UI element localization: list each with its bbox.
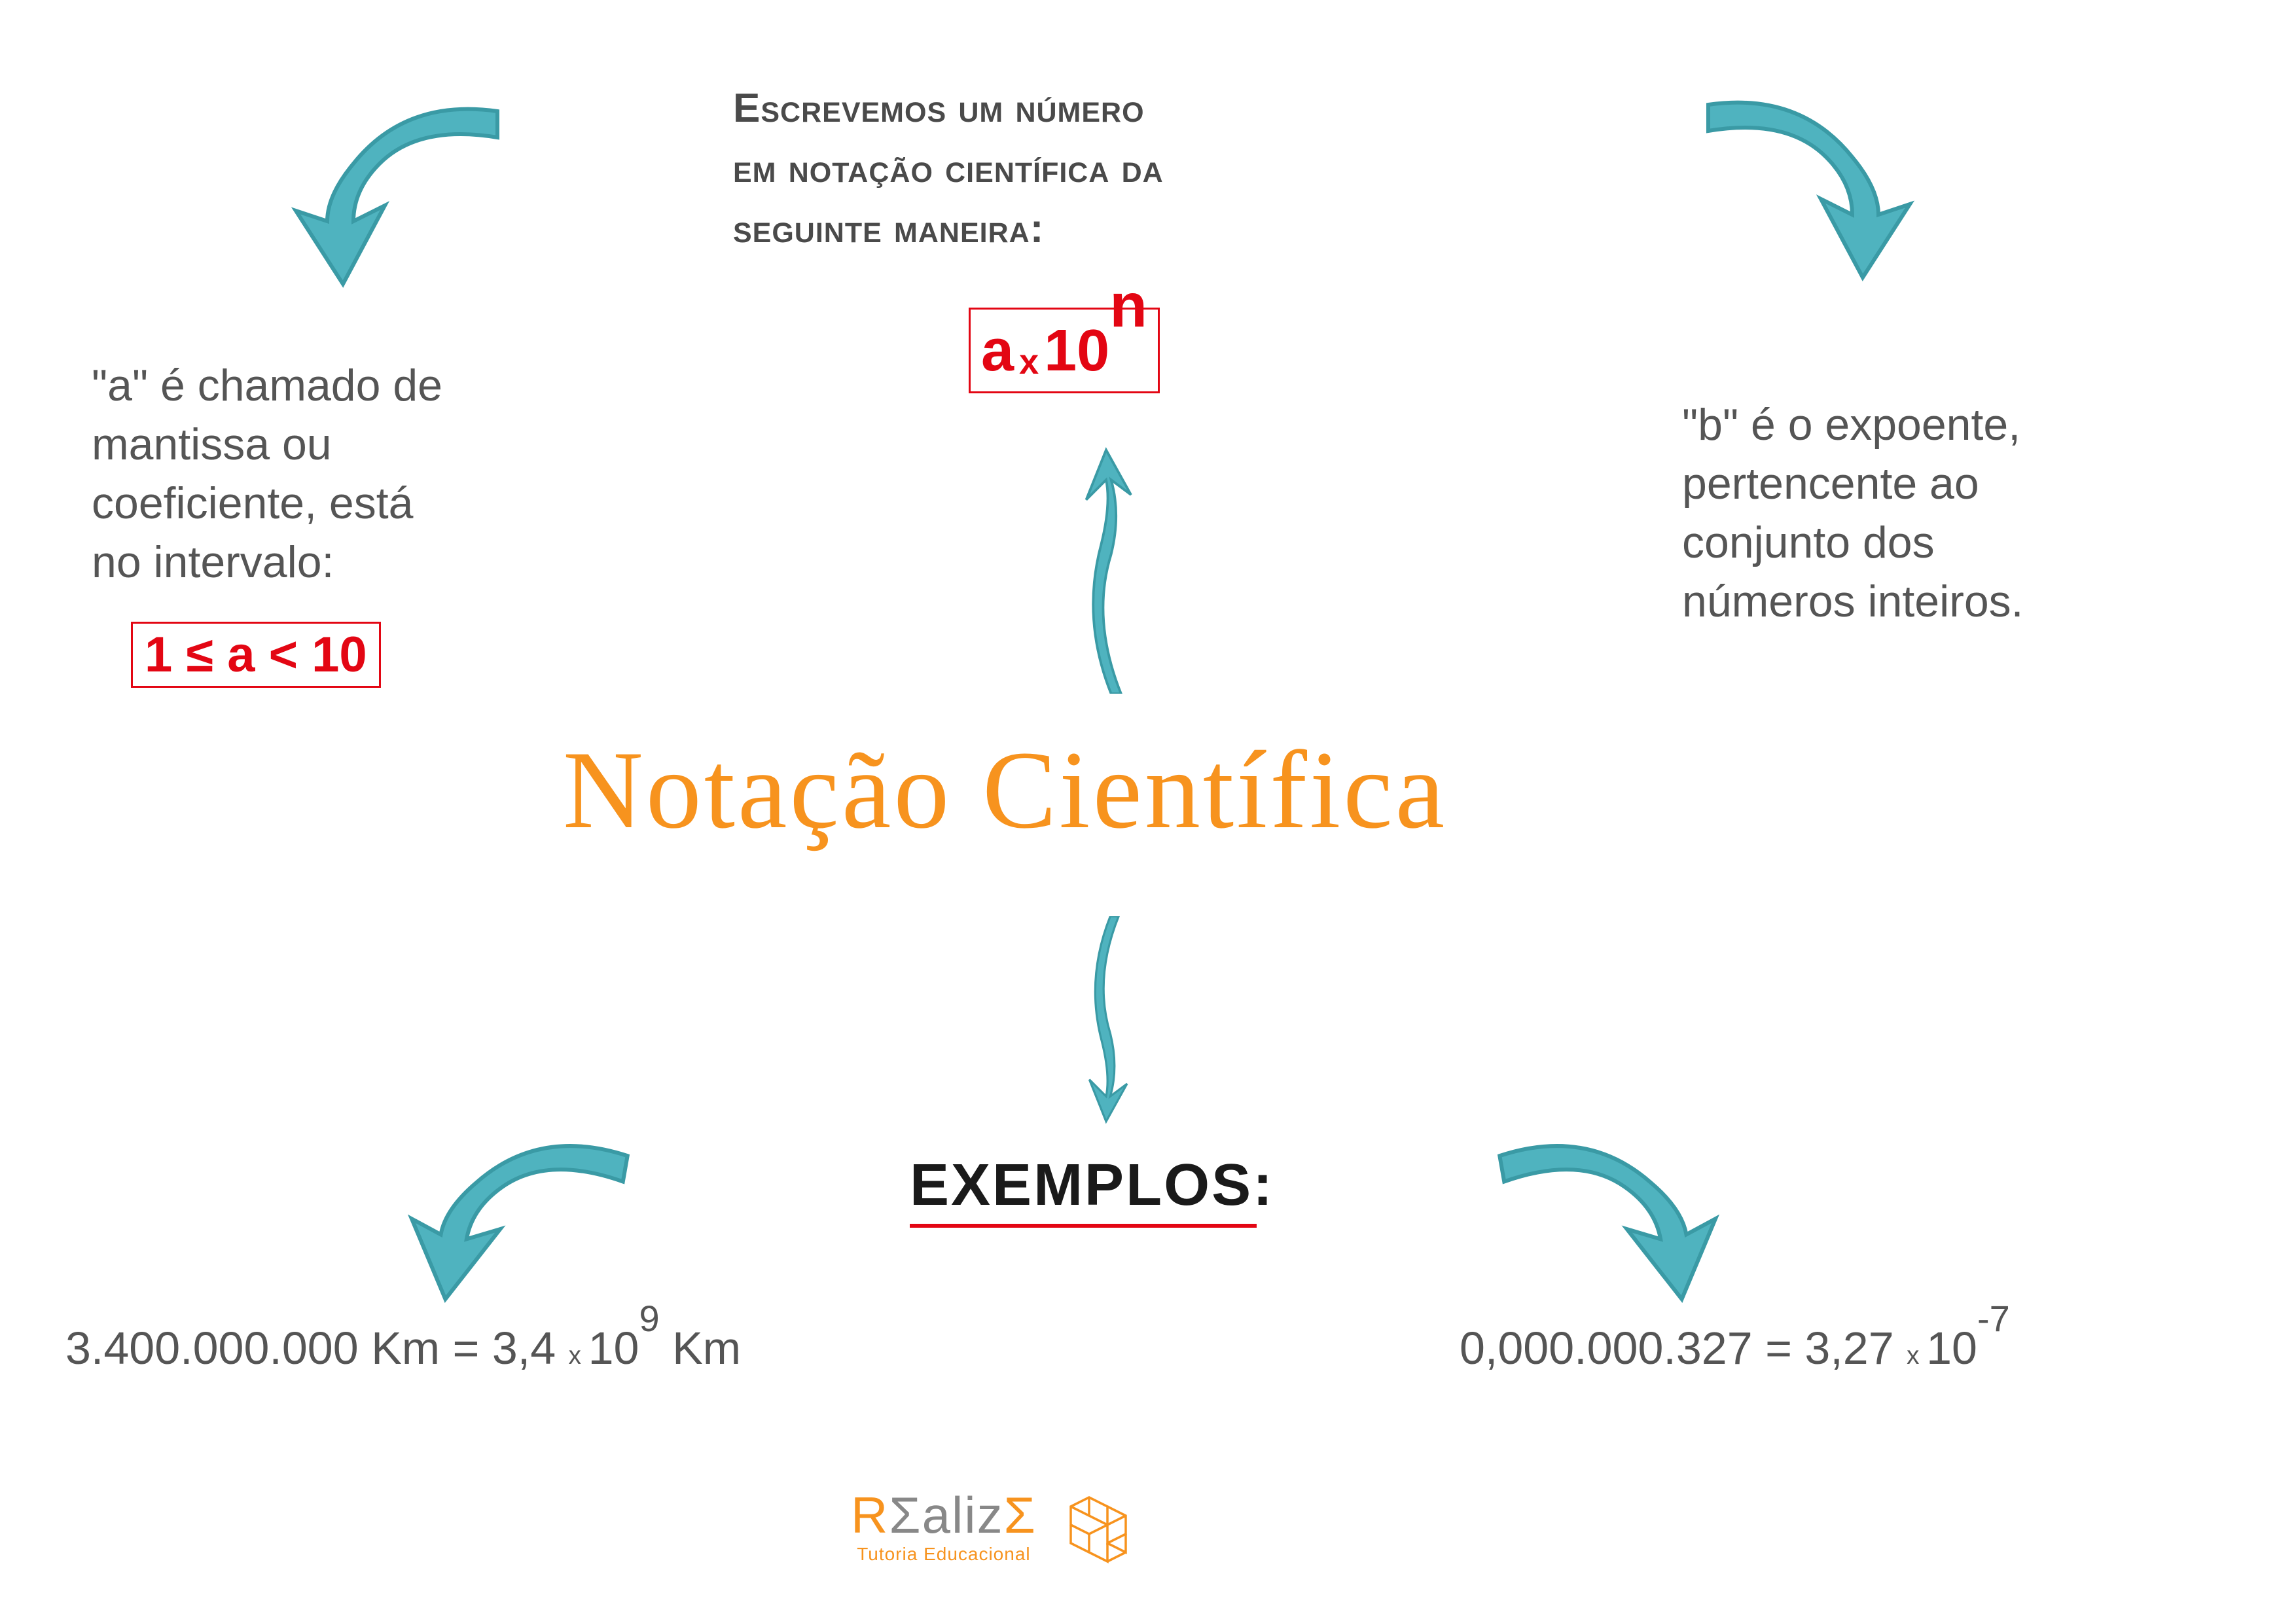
right-text-3: conjunto dos (1682, 517, 1935, 568)
logo-mid: aliz (922, 1486, 1004, 1544)
arrow-top-left (268, 85, 543, 294)
formula-base: 10 (1044, 317, 1109, 385)
examples-label: Exemplos: (910, 1152, 1274, 1219)
logo-subtitle: Tutoria Educacional (857, 1544, 1030, 1565)
intro-line-1: Escrevemos um número (733, 85, 1145, 132)
logo-text: RΣalizΣ Tutoria Educacional (851, 1486, 1037, 1565)
logo-cubes-icon (1052, 1479, 1144, 1571)
logo-sigma1: Σ (889, 1486, 922, 1544)
intro-line-3: seguinte maneira: (733, 205, 1044, 252)
main-title: Notação Científica (563, 726, 1447, 854)
formula-exp: n (1109, 270, 1147, 342)
formula-times: x (1019, 342, 1039, 382)
left-text-4: no intervalo: (92, 537, 334, 588)
intro-line-2: em notação científica da (733, 145, 1164, 192)
example-left-lhs: 3.400.000.000 Km = 3,4 (65, 1323, 569, 1374)
example-left-tail: Km (660, 1323, 741, 1374)
left-text-2: mantissa ou (92, 419, 332, 470)
arrow-bottom-right (1450, 1090, 1757, 1344)
formula-box: a x 10 n (969, 308, 1160, 393)
logo-sigma2: Σ (1004, 1486, 1037, 1544)
example-left-times: x (569, 1342, 588, 1370)
arrow-top-right (1662, 79, 1937, 288)
examples-underline (910, 1224, 1257, 1228)
logo: RΣalizΣ Tutoria Educacional (851, 1479, 1144, 1571)
arrow-center-up (1054, 445, 1158, 694)
example-right-exp: -7 (1977, 1298, 2010, 1339)
right-text-4: números inteiros. (1682, 576, 2024, 627)
example-right-times: x (1907, 1342, 1926, 1370)
formula-a: a (981, 317, 1014, 385)
left-text-1: "a" é chamado de (92, 360, 442, 411)
arrow-center-down (1054, 916, 1158, 1126)
arrow-bottom-left (370, 1090, 677, 1344)
left-text-3: coeficiente, está (92, 478, 413, 529)
example-right-base: 10 (1926, 1323, 1977, 1374)
interval-box: 1 ≤ a < 10 (131, 622, 381, 688)
logo-r: R (851, 1486, 889, 1544)
right-text-2: pertencente ao (1682, 458, 1979, 509)
right-text-1: "b" é o expoente, (1682, 399, 2020, 450)
